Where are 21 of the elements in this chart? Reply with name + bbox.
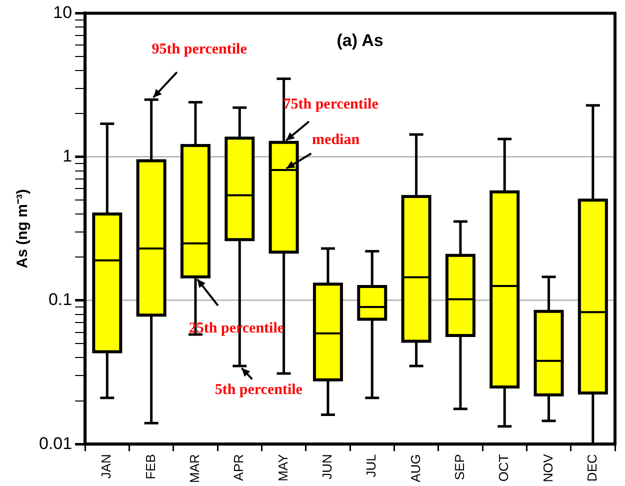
annotation: median <box>312 132 360 148</box>
x-tick-label: DEC <box>584 454 600 482</box>
x-tick-label: APR <box>231 454 246 481</box>
x-tick-label: SEP <box>452 454 468 480</box>
text: (a) As <box>336 30 384 50</box>
y-tick-label: 0.01 <box>38 434 72 453</box>
x-tick-label: AUG <box>408 454 423 482</box>
annotation: 5th percentile <box>214 382 303 398</box>
x-tick-label: OCT <box>496 454 512 482</box>
x-tick-label: MAR <box>187 454 202 483</box>
x-tick-label: MAY <box>275 454 290 482</box>
x-tick-label: JUN <box>320 454 335 480</box>
y-tick-label: 0.1 <box>48 290 72 310</box>
x-tick-label: JUL <box>364 454 379 478</box>
x-tick-label: FEB <box>142 454 158 480</box>
y-tick-label: 10 <box>53 2 72 22</box>
x-tick-label: NOV <box>540 454 556 482</box>
annotation: 95th percentile <box>152 42 248 58</box>
x-tick-label: JAN <box>98 454 114 479</box>
y-tick-label: 1 <box>62 146 72 166</box>
y-axis-title: As (ng m⁻³) <box>14 189 32 268</box>
